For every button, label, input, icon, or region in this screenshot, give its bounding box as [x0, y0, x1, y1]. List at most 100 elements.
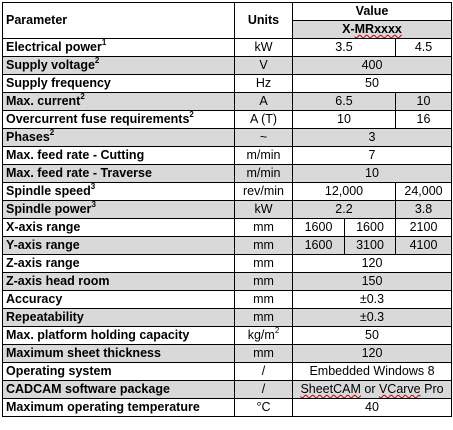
param-label: Z-axis range [2, 254, 235, 273]
model-code: MRxxxx [354, 22, 402, 36]
table-row-accuracy: Accuracy mm ±0.3 [2, 290, 453, 309]
param-label: Maximum sheet thickness [2, 344, 235, 363]
unit-cell: rev/min [234, 182, 293, 201]
param-label: Z-axis head room [2, 272, 235, 291]
unit-cell: mm [234, 308, 293, 327]
table-row-z-axis: Z-axis range mm 120 [2, 254, 453, 273]
param-label: Max. current2 [2, 92, 235, 111]
value-cell: 150 [291, 272, 453, 291]
value-cell: 3100 [344, 236, 396, 255]
table-row-phases: Phases2 ~ 3 [2, 128, 453, 147]
param-label: Spindle power3 [2, 200, 235, 219]
value-cell: SheetCAM or VCarve Pro [291, 380, 453, 399]
header-row: Parameter Units Value [2, 2, 453, 39]
value-cell: ±0.3 [291, 308, 453, 327]
value-cell: 10 [292, 110, 396, 129]
header-parameter: Parameter [2, 2, 235, 39]
unit-cell: mm [234, 236, 293, 255]
value-cell: 2100 [394, 218, 453, 237]
table-row-repeatability: Repeatability mm ±0.3 [2, 308, 453, 327]
table-row-sheet-thickness: Maximum sheet thickness mm 120 [2, 344, 453, 363]
value-cell: 4100 [394, 236, 453, 255]
unit-cell: A [234, 92, 293, 111]
param-label: Supply voltage2 [2, 56, 235, 75]
value-cell: 400 [291, 56, 453, 75]
table-row-feed-traverse: Max. feed rate - Traverse m/min 10 [2, 164, 453, 183]
param-label: Overcurrent fuse requirements2 [2, 110, 235, 129]
param-label: Phases2 [2, 128, 235, 147]
unit-cell: A (T) [234, 110, 293, 129]
unit-cell: Hz [234, 74, 293, 93]
value-cell: 3.5 [292, 38, 396, 57]
specification-table: Parameter Units Value X-MRxxxx Electrica… [2, 2, 453, 417]
header-units: Units [234, 2, 293, 39]
table-row-spindle-power: Spindle power3 kW 2.2 3.8 [2, 200, 453, 219]
param-label: X-axis range [2, 218, 235, 237]
value-cell: 40 [291, 398, 453, 417]
unit-cell: m/min [234, 146, 293, 165]
table-row-z-headroom: Z-axis head room mm 150 [2, 272, 453, 291]
param-label: Maximum operating temperature [2, 398, 235, 417]
value-cell: 12,000 [292, 182, 396, 201]
unit-cell: mm [234, 218, 293, 237]
table-row-max-temperature: Maximum operating temperature °C 40 [2, 398, 453, 417]
table-row-supply-frequency: Supply frequency Hz 50 [2, 74, 453, 93]
value-cell: 16 [394, 110, 453, 129]
value-cell: 120 [291, 344, 453, 363]
value-cell: 2.2 [292, 200, 396, 219]
value-cell: 1600 [344, 218, 396, 237]
value-cell: 50 [291, 326, 453, 345]
header-value: Value [291, 2, 453, 21]
model-row: X-MRxxxx [3, 20, 453, 39]
table-row-operating-system: Operating system / Embedded Windows 8 [2, 362, 453, 381]
value-cell: 6.5 [292, 92, 396, 111]
unit-cell: kW [234, 200, 293, 219]
table-row-supply-voltage: Supply voltage2 V 400 [2, 56, 453, 75]
unit-cell: / [234, 380, 293, 399]
param-label: Operating system [2, 362, 235, 381]
table-row-y-axis: Y-axis range mm 1600 3100 4100 [2, 236, 453, 255]
value-cell: 10 [291, 164, 453, 183]
param-label: Max. feed rate - Cutting [2, 146, 235, 165]
unit-cell: mm [234, 254, 293, 273]
table-row-overcurrent-fuse: Overcurrent fuse requirements2 A (T) 10 … [2, 110, 453, 129]
param-label: Max. platform holding capacity [2, 326, 235, 345]
model-prefix: X- [342, 22, 355, 36]
unit-cell: kg/m2 [234, 326, 293, 345]
unit-cell: V [234, 56, 293, 75]
param-label: Spindle speed3 [2, 182, 235, 201]
value-cell: 4.5 [394, 38, 453, 57]
param-label: CADCAM software package [2, 380, 235, 399]
model-name: X-MRxxxx [291, 20, 453, 39]
value-cell: 24,000 [394, 182, 453, 201]
unit-cell: mm [234, 344, 293, 363]
table-row-electrical-power: Electrical power1 kW 3.5 4.5 [2, 38, 453, 57]
value-cell: 1600 [292, 218, 345, 237]
unit-cell: °C [234, 398, 293, 417]
value-cell: 7 [291, 146, 453, 165]
param-label: Electrical power1 [2, 38, 235, 57]
table-row-cadcam: CADCAM software package / SheetCAM or VC… [2, 380, 453, 399]
table-row-max-current: Max. current2 A 6.5 10 [2, 92, 453, 111]
unit-cell: mm [234, 290, 293, 309]
value-cell: 120 [291, 254, 453, 273]
value-cell: 3 [291, 128, 453, 147]
table-row-platform-capacity: Max. platform holding capacity kg/m2 50 [2, 326, 453, 345]
value-cell: Embedded Windows 8 [291, 362, 453, 381]
unit-cell: / [234, 362, 293, 381]
value-cell: 50 [291, 74, 453, 93]
param-label: Y-axis range [2, 236, 235, 255]
param-label: Accuracy [2, 290, 235, 309]
table-row-feed-cutting: Max. feed rate - Cutting m/min 7 [2, 146, 453, 165]
value-cell: ±0.3 [291, 290, 453, 309]
unit-cell: ~ [234, 128, 293, 147]
unit-cell: mm [234, 272, 293, 291]
table-row-spindle-speed: Spindle speed3 rev/min 12,000 24,000 [2, 182, 453, 201]
value-cell: 10 [394, 92, 453, 111]
param-label: Repeatability [2, 308, 235, 327]
table-row-x-axis: X-axis range mm 1600 1600 2100 [2, 218, 453, 237]
value-cell: 3.8 [394, 200, 453, 219]
unit-cell: m/min [234, 164, 293, 183]
unit-cell: kW [234, 38, 293, 57]
param-label: Supply frequency [2, 74, 235, 93]
